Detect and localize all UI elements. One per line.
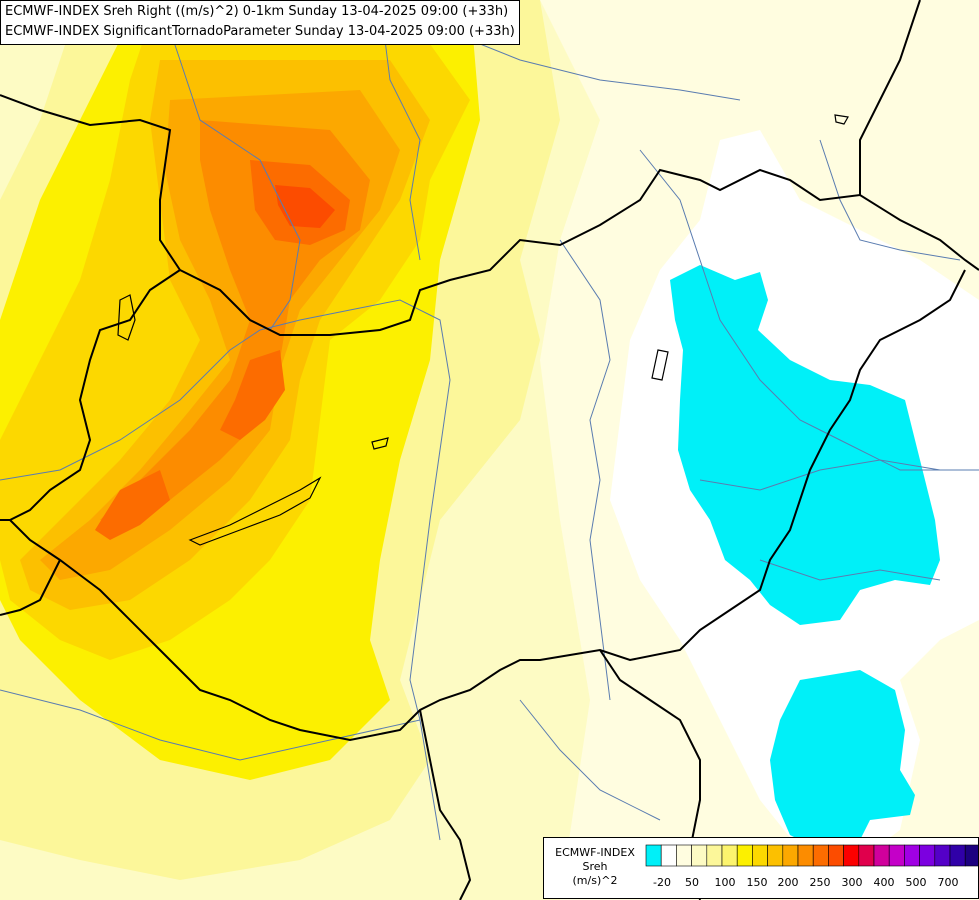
lake-small-3 xyxy=(834,114,849,125)
field-negative-north xyxy=(670,265,940,625)
lake-balaton xyxy=(188,476,322,546)
field-peak-band xyxy=(220,350,285,440)
legend-swatch xyxy=(676,844,692,867)
legend-colorbar: -20 50 100 150 200 250 300 400 500 700 xyxy=(645,844,978,889)
lake-small-2 xyxy=(651,349,669,381)
legend-swatch xyxy=(797,844,814,867)
legend-variable: Sreh xyxy=(582,860,608,873)
legend-model: ECMWF-INDEX xyxy=(555,846,635,859)
legend-swatch xyxy=(752,844,768,867)
legend-tick-label: 200 xyxy=(778,876,799,889)
legend-tick-label: 500 xyxy=(906,876,927,889)
legend-swatch xyxy=(660,844,677,867)
legend-tick-label: 50 xyxy=(685,876,699,889)
legend-swatch xyxy=(767,844,784,867)
field-peak-sw xyxy=(95,470,170,540)
rivers xyxy=(0,0,979,841)
legend-swatch xyxy=(858,844,875,867)
map-title-box: ECMWF-INDEX Sreh Right ((m/s)^2) 0-1km S… xyxy=(0,0,520,45)
legend-tick-label: 300 xyxy=(842,876,863,889)
legend-swatch xyxy=(706,844,723,867)
legend-swatch xyxy=(964,844,978,867)
field-peak-core xyxy=(275,185,335,228)
legend-swatch xyxy=(843,844,860,867)
legend-tick-label: 700 xyxy=(938,876,959,889)
legend-swatch xyxy=(812,844,829,867)
lake-neusiedl xyxy=(117,294,136,341)
legend-swatch xyxy=(645,844,662,867)
legend-swatch xyxy=(691,844,708,867)
legend-tick-label: 250 xyxy=(810,876,831,889)
legend-swatch xyxy=(782,844,799,867)
lake-small-1 xyxy=(371,437,389,450)
legend-swatch xyxy=(888,844,905,867)
legend-swatch xyxy=(828,844,844,867)
legend-tick-label: 150 xyxy=(747,876,768,889)
legend-swatch xyxy=(919,844,936,867)
legend-unit: (m/s)^2 xyxy=(572,874,618,887)
legend-swatch xyxy=(949,844,966,867)
field-negative-south xyxy=(770,670,915,850)
legend-tick-label: -20 xyxy=(653,876,671,889)
legend-title: ECMWF-INDEX Sreh (m/s)^2 xyxy=(548,846,642,888)
legend-tick-label: 400 xyxy=(874,876,895,889)
legend-swatch xyxy=(736,844,753,867)
legend-tick-label: 100 xyxy=(715,876,736,889)
legend-swatch xyxy=(904,844,920,867)
legend-swatch xyxy=(721,844,738,867)
legend-swatch xyxy=(934,844,951,867)
map-title-stp: ECMWF-INDEX SignificantTornadoParameter … xyxy=(5,24,515,39)
color-legend: ECMWF-INDEX Sreh (m/s)^2 -20 50 100 150 200 2… xyxy=(543,837,979,899)
map-title-sreh: ECMWF-INDEX Sreh Right ((m/s)^2) 0-1km S… xyxy=(5,4,509,19)
lakes xyxy=(117,114,849,546)
legend-swatch xyxy=(873,844,890,867)
